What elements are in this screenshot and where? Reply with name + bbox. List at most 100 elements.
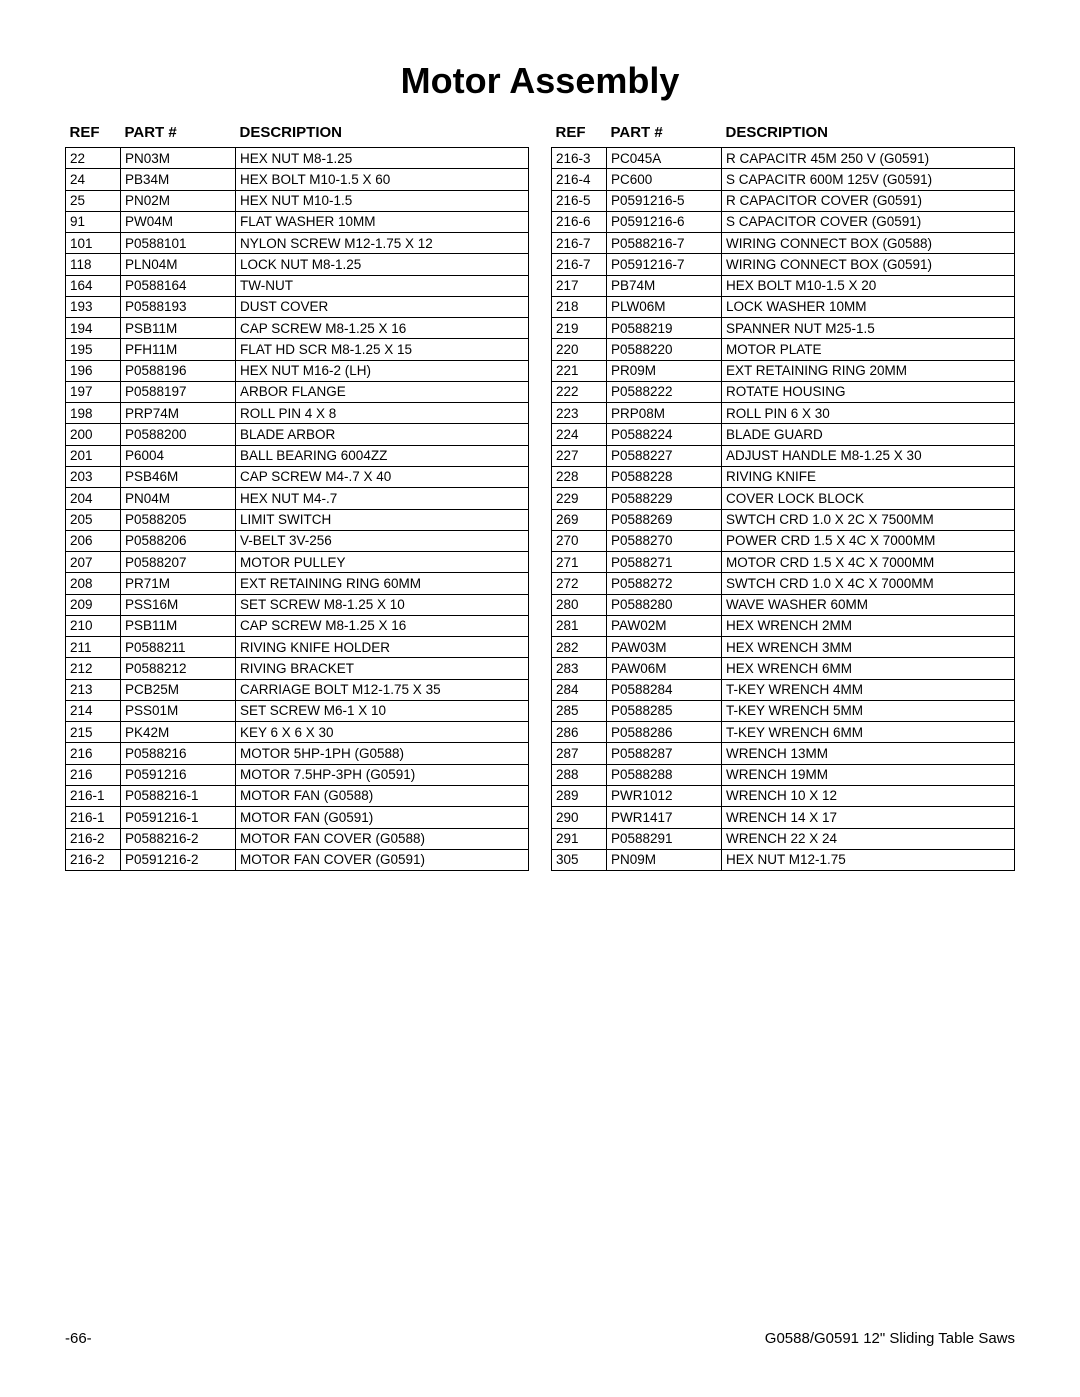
cell-desc: S CAPACITOR COVER (G0591) <box>722 211 1015 232</box>
cell-desc: CAP SCREW M8-1.25 X 16 <box>236 318 529 339</box>
table-row: 281PAW02MHEX WRENCH 2MM <box>552 615 1015 636</box>
cell-ref: 216-2 <box>66 828 121 849</box>
cell-part: PSS01M <box>121 700 236 721</box>
cell-desc: ADJUST HANDLE M8-1.25 X 30 <box>722 445 1015 466</box>
table-row: 222P0588222ROTATE HOUSING <box>552 381 1015 402</box>
cell-part: PC600 <box>607 169 722 190</box>
cell-ref: 227 <box>552 445 607 466</box>
cell-part: P0588291 <box>607 828 722 849</box>
cell-desc: MOTOR PULLEY <box>236 552 529 573</box>
cell-part: P0588212 <box>121 658 236 679</box>
cell-desc: SET SCREW M6-1 X 10 <box>236 700 529 721</box>
cell-ref: 194 <box>66 318 121 339</box>
cell-desc: MOTOR FAN (G0588) <box>236 785 529 806</box>
cell-ref: 219 <box>552 318 607 339</box>
cell-desc: ROLL PIN 6 X 30 <box>722 403 1015 424</box>
cell-ref: 24 <box>66 169 121 190</box>
cell-ref: 221 <box>552 360 607 381</box>
cell-ref: 216-6 <box>552 211 607 232</box>
cell-part: P0588287 <box>607 743 722 764</box>
cell-part: P0588224 <box>607 424 722 445</box>
cell-part: P0588211 <box>121 637 236 658</box>
table-row: 25PN02MHEX NUT M10-1.5 <box>66 190 529 211</box>
cell-ref: 200 <box>66 424 121 445</box>
table-row: 216-4PC600S CAPACITR 600M 125V (G0591) <box>552 169 1015 190</box>
table-row: 283PAW06MHEX WRENCH 6MM <box>552 658 1015 679</box>
table-row: 205P0588205LIMIT SWITCH <box>66 509 529 530</box>
cell-desc: SWTCH CRD 1.0 X 4C X 7000MM <box>722 573 1015 594</box>
cell-part: PFH11M <box>121 339 236 360</box>
cell-desc: MOTOR 7.5HP-3PH (G0591) <box>236 764 529 785</box>
tables-container: REF PART # DESCRIPTION 22PN03MHEX NUT M8… <box>65 120 1015 871</box>
cell-ref: 204 <box>66 488 121 509</box>
cell-ref: 101 <box>66 233 121 254</box>
cell-part: P0588205 <box>121 509 236 530</box>
cell-part: P0591216-6 <box>607 211 722 232</box>
cell-desc: MOTOR FAN (G0591) <box>236 807 529 828</box>
table-row: 213PCB25MCARRIAGE BOLT M12-1.75 X 35 <box>66 679 529 700</box>
table-row: 215PK42MKEY 6 X 6 X 30 <box>66 722 529 743</box>
cell-ref: 212 <box>66 658 121 679</box>
cell-ref: 280 <box>552 594 607 615</box>
cell-part: PB74M <box>607 275 722 296</box>
parts-table-left: REF PART # DESCRIPTION 22PN03MHEX NUT M8… <box>65 120 529 871</box>
cell-part: P0588193 <box>121 296 236 317</box>
cell-desc: V-BELT 3V-256 <box>236 530 529 551</box>
table-row: 269P0588269SWTCH CRD 1.0 X 2C X 7500MM <box>552 509 1015 530</box>
cell-part: P0588219 <box>607 318 722 339</box>
cell-part: P6004 <box>121 445 236 466</box>
cell-desc: RIVING BRACKET <box>236 658 529 679</box>
cell-part: PK42M <box>121 722 236 743</box>
cell-desc: FLAT HD SCR M8-1.25 X 15 <box>236 339 529 360</box>
cell-ref: 206 <box>66 530 121 551</box>
cell-desc: SET SCREW M8-1.25 X 10 <box>236 594 529 615</box>
table-row: 207P0588207MOTOR PULLEY <box>66 552 529 573</box>
cell-part: PW04M <box>121 211 236 232</box>
cell-ref: 285 <box>552 700 607 721</box>
cell-desc: WRENCH 13MM <box>722 743 1015 764</box>
cell-desc: LOCK WASHER 10MM <box>722 296 1015 317</box>
cell-desc: POWER CRD 1.5 X 4C X 7000MM <box>722 530 1015 551</box>
col-part: PART # <box>121 120 236 148</box>
cell-desc: HEX NUT M10-1.5 <box>236 190 529 211</box>
cell-ref: 290 <box>552 807 607 828</box>
cell-desc: HEX NUT M16-2 (LH) <box>236 360 529 381</box>
table-row: 219P0588219SPANNER NUT M25-1.5 <box>552 318 1015 339</box>
cell-ref: 283 <box>552 658 607 679</box>
page-title: Motor Assembly <box>65 60 1015 102</box>
cell-ref: 216-3 <box>552 148 607 169</box>
page-number: -66- <box>65 1330 92 1347</box>
cell-desc: CAP SCREW M8-1.25 X 16 <box>236 615 529 636</box>
table-row: 91PW04MFLAT WASHER 10MM <box>66 211 529 232</box>
cell-ref: 271 <box>552 552 607 573</box>
table-row: 216-2P0591216-2MOTOR FAN COVER (G0591) <box>66 849 529 870</box>
cell-part: P0588286 <box>607 722 722 743</box>
table-row: 200P0588200BLADE ARBOR <box>66 424 529 445</box>
table-row: 24PB34MHEX BOLT M10-1.5 X 60 <box>66 169 529 190</box>
cell-ref: 229 <box>552 488 607 509</box>
cell-part: PR71M <box>121 573 236 594</box>
cell-part: PSB11M <box>121 615 236 636</box>
table-header-row: REF PART # DESCRIPTION <box>552 120 1015 148</box>
cell-desc: BLADE ARBOR <box>236 424 529 445</box>
cell-desc: HEX BOLT M10-1.5 X 20 <box>722 275 1015 296</box>
cell-part: PSB46M <box>121 466 236 487</box>
table-row: 203PSB46MCAP SCREW M4-.7 X 40 <box>66 466 529 487</box>
table-row: 220P0588220MOTOR PLATE <box>552 339 1015 360</box>
cell-part: P0588206 <box>121 530 236 551</box>
cell-part: P0591216-1 <box>121 807 236 828</box>
cell-ref: 205 <box>66 509 121 530</box>
table-row: 209PSS16MSET SCREW M8-1.25 X 10 <box>66 594 529 615</box>
cell-part: P0588271 <box>607 552 722 573</box>
table-row: 211P0588211RIVING KNIFE HOLDER <box>66 637 529 658</box>
table-row: 291P0588291WRENCH 22 X 24 <box>552 828 1015 849</box>
cell-part: PLN04M <box>121 254 236 275</box>
cell-desc: SWTCH CRD 1.0 X 2C X 7500MM <box>722 509 1015 530</box>
cell-ref: 203 <box>66 466 121 487</box>
cell-ref: 196 <box>66 360 121 381</box>
cell-desc: T-KEY WRENCH 6MM <box>722 722 1015 743</box>
cell-part: P0588207 <box>121 552 236 573</box>
cell-ref: 91 <box>66 211 121 232</box>
cell-part: P0588228 <box>607 466 722 487</box>
cell-desc: WRENCH 14 X 17 <box>722 807 1015 828</box>
